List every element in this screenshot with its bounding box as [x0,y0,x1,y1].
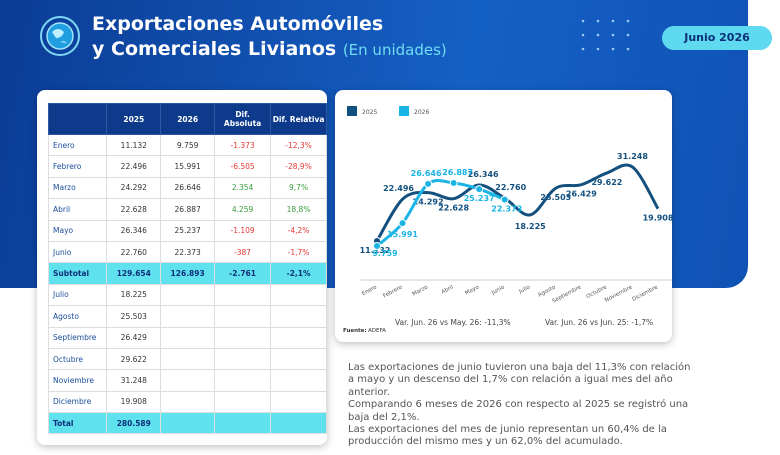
title-line: y Comerciales Livianos [92,38,337,60]
table-row: Septiembre 26.429 [47,326,327,349]
total-row: Total 280.589 [47,412,327,435]
x-tick-label: Marzo [412,284,430,297]
table-row: Octubre 29.622 [47,347,327,371]
subtitle: (En unidades) [342,41,447,59]
data-label: 22.760 [495,183,526,192]
title: Exportaciones Automóviles [92,13,384,35]
data-label: 29.622 [591,178,622,187]
point [475,185,484,194]
data-label: 26.346 [468,170,499,179]
total-row: Subtotal 129.654 126.893 -2.761 -2,1% [47,262,327,285]
x-tick-label: Mayo [464,284,480,297]
value-cell: 22.628 [106,198,162,221]
header-cell: Dif. Relativa [270,103,327,135]
header-cell: Dif. Absoluta [214,103,272,135]
data-label: 19.908 [643,214,674,223]
date-badge: Junio 2026 [662,26,772,50]
table-row: Noviembre 31.248 [47,369,327,392]
annotation: Var. Jun. 26 vs May. 26: -11,3% [395,318,511,327]
table-row: Mayo 26.346 25.237 -1.109 -4,2% [47,219,327,242]
data-label: 11.132 [360,246,391,255]
month-cell: Total [47,412,108,435]
data-label: 15.991 [387,230,418,239]
data-label: 26.646 [411,169,442,178]
data-label: 25.503 [540,193,571,202]
paragraph: Las exportaciones del mes de junio repre… [348,424,667,448]
globe-icon [40,16,80,56]
value-cell: 25.503 [106,305,162,328]
x-tick-label: Abril [441,284,455,295]
value-cell [214,412,272,435]
data-label: 26.429 [566,190,597,199]
value-cell: 280.589 [106,412,162,435]
data-label: 18.225 [515,222,546,231]
header-row: 2025 2026 Dif. Absoluta Dif. Relativa [47,103,327,135]
legend-label: 2026 [414,109,429,116]
x-tick-label: Julio [517,284,531,295]
value-cell: 126.893 [160,262,216,285]
x-tick-label: Septiembre [551,284,582,305]
data-label: 22.496 [383,184,414,193]
value-cell [270,412,327,435]
x-tick-label: Diciembre [631,284,659,303]
legend-label: 2025 [362,109,377,116]
x-tick-label: Agosto [537,284,557,299]
paragraph: Comparando 6 meses de 2026 con respecto … [348,399,689,423]
table-row: Agosto 25.503 [47,305,327,328]
data-label: 9.759 [372,249,398,258]
month-cell: Subtotal [47,262,108,285]
header-cell: 2025 [106,103,162,135]
source-label: Fuente: [343,328,367,334]
x-tick-label: Noviembre [604,284,634,304]
x-tick-label: Enero [361,284,378,297]
summary: Las exportaciones de junio tuvieron una … [348,362,698,449]
month-cell: Junio [47,240,108,264]
point [373,242,381,250]
title: y Comerciales Livianos (En unidades) [92,38,447,60]
table-card: 2025 2026 Dif. Absoluta Dif. Relativa Enero 1… [37,90,327,445]
paragraph: Las exportaciones de junio tuvieron una … [348,362,691,398]
table-row: Febrero 22.496 15.991 -6.505 -28,9% [47,155,327,178]
header-cell: 2026 [160,103,216,135]
annotation: Var. Jun. 26 vs Jun. 25: -1,7% [545,318,653,327]
point [424,179,433,188]
data-label: 22.373 [491,205,522,214]
data-label: 31.248 [617,152,648,161]
legend-swatch [347,106,357,116]
value-cell: -2,1% [270,262,327,285]
point [500,195,509,204]
legend-swatch [399,106,409,116]
x-tick-label: Junio [490,284,506,296]
value-cell: 129.654 [106,262,162,285]
data-label: 25.237 [464,194,495,203]
data-label: 24.292 [413,198,444,207]
data-table: 2025 2026 Dif. Absoluta Dif. Relativa Enero 1… [47,103,327,435]
table-row: Junio 22.760 22.373 -387 -1,7% [47,240,327,264]
data-label: 22.628 [438,204,469,213]
value-cell: -1,7% [270,240,327,264]
point [398,219,407,228]
dots-decoration [581,19,630,51]
x-tick-label: Febrero [382,284,404,299]
data-label: 26.887 [442,168,473,177]
series-line [375,163,660,242]
source: ADEFA [368,328,386,334]
point [449,179,458,188]
